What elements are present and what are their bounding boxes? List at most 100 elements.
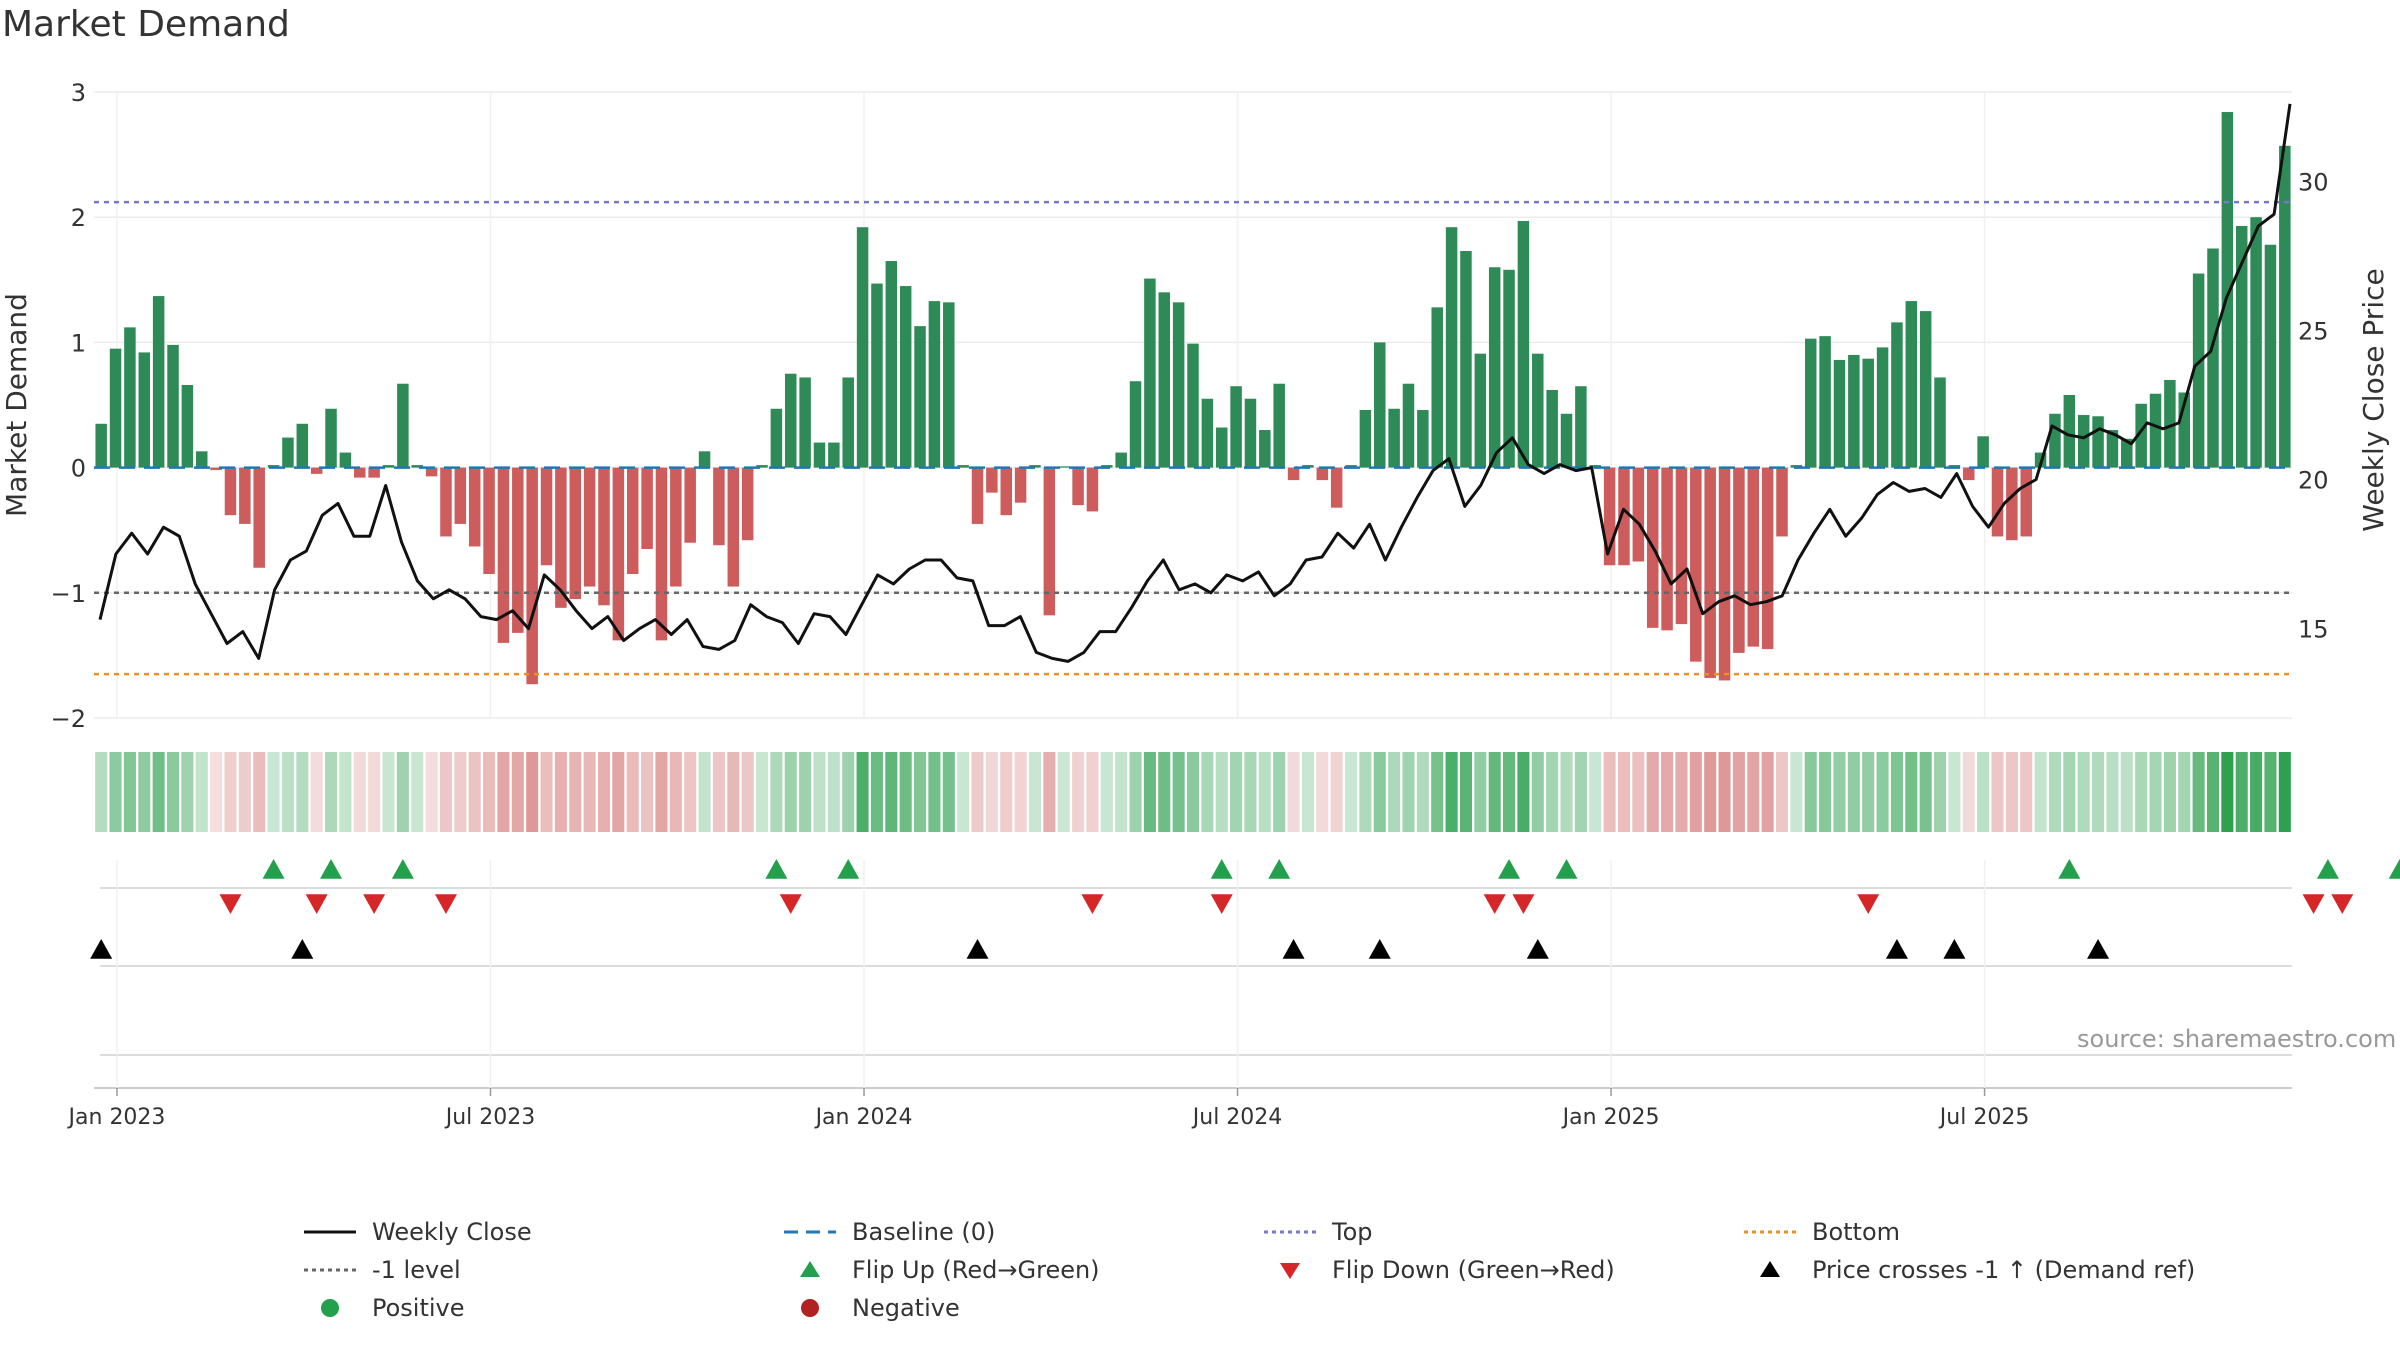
demand-bar [1977,436,1989,468]
demand-bar [799,377,811,468]
price-cross-marker [2087,939,2110,959]
demand-bar [583,467,596,587]
flip-down-marker [1210,894,1233,914]
heat-cell [1459,752,1472,832]
demand-bar [282,437,294,468]
flip-up-marker [1498,859,1521,879]
heat-cell [914,752,927,832]
heat-cell [454,752,467,832]
x-tick-label: Jul 2025 [1938,1105,2030,1130]
triangle-down-icon [1280,1263,1300,1279]
heat-cell [1546,752,1559,832]
heat-cell [95,752,108,832]
line-icon [304,1230,356,1234]
dotted-line-icon [1744,1230,1796,1234]
demand-bar [1259,430,1271,468]
heat-cell [1675,752,1688,832]
demand-bar [770,408,783,468]
demand-bar [2049,413,2061,468]
demand-bar [957,465,969,468]
demand-bar [2264,244,2277,468]
demand-bar [1359,410,1372,468]
heat-cell [1919,752,1932,832]
legend-item-top: Top [1260,1218,1373,1246]
heat-cell [368,752,381,832]
heat-cell [138,752,151,832]
heat-cell [626,752,639,832]
heat-cell [1416,752,1429,832]
demand-bar [612,467,625,641]
heat-cell [2048,752,2061,832]
demand-bar [756,465,768,468]
demand-bar [2121,438,2133,468]
dashed-line-icon [784,1230,836,1234]
heat-cell [971,752,984,832]
heat-cell [2020,752,2033,832]
flip-down-marker [305,894,328,914]
demand-bar [95,423,107,468]
demand-bar [899,286,912,468]
heat-cell [985,752,998,832]
demand-bar [986,467,998,493]
demand-bar [1345,465,1357,468]
dotted-line-icon [1264,1230,1316,1234]
heat-cell [2192,752,2205,832]
demand-bar [1230,386,1242,468]
weekly-close-line [98,103,2292,663]
heat-cell [1474,752,1487,832]
demand-bar [1575,386,1587,468]
heat-cell [870,752,883,832]
heat-cell [2235,752,2248,832]
heat-cell [2092,752,2105,832]
flip-up-marker [320,859,343,879]
heat-cell [382,752,395,832]
legend: Weekly Close Baseline (0) Top Bottom -1 … [300,1218,2250,1338]
demand-bar [670,467,682,587]
demand-bar [382,465,395,468]
demand-bar [2006,467,2018,541]
demand-bar [124,327,136,468]
heat-cell [612,752,625,832]
y-right-axis-label: Weekly Close Price [2357,268,2390,531]
heat-cell [1445,752,1458,832]
heat-cell [1933,752,1947,832]
heat-cell [1574,752,1587,832]
flip-down-marker [1483,894,1506,914]
demand-bar [785,373,797,468]
demand-bar [1603,467,1616,566]
demand-bar [1503,269,1515,468]
heat-cell [1129,752,1142,832]
price-cross-marker [1526,939,1549,959]
heat-cell [396,752,409,832]
flip-down-marker [779,894,802,914]
demand-bar [1804,338,1817,468]
heat-cell [2278,752,2291,832]
heat-cell [1431,752,1444,832]
heat-cell [1905,752,1918,832]
heat-cell [928,752,941,832]
demand-bar [1445,227,1458,468]
heat-cell [1617,752,1631,832]
heat-cell [1000,752,1013,832]
demand-bar [1057,466,1070,468]
demand-bar [1589,465,1601,468]
heat-cell [1962,752,1975,832]
demand-bar [239,467,251,524]
heat-cell [597,752,611,832]
demand-bar [943,302,955,468]
heat-cell [856,752,869,832]
heat-cell [1402,752,1415,832]
y-tick-label: 1 [71,329,86,357]
heat-cell [2206,752,2220,832]
demand-bar [1833,359,1846,468]
heat-cell [1847,752,1860,832]
demand-bar [325,408,337,468]
heat-cell [123,752,136,832]
heat-cell [1819,752,1832,832]
demand-bar [1690,467,1702,662]
heat-cell [1503,752,1516,832]
heat-cell [1833,752,1846,832]
heat-cell [1388,752,1401,832]
x-tick-label: Jul 2023 [444,1105,536,1130]
flip-up-marker [262,859,285,879]
